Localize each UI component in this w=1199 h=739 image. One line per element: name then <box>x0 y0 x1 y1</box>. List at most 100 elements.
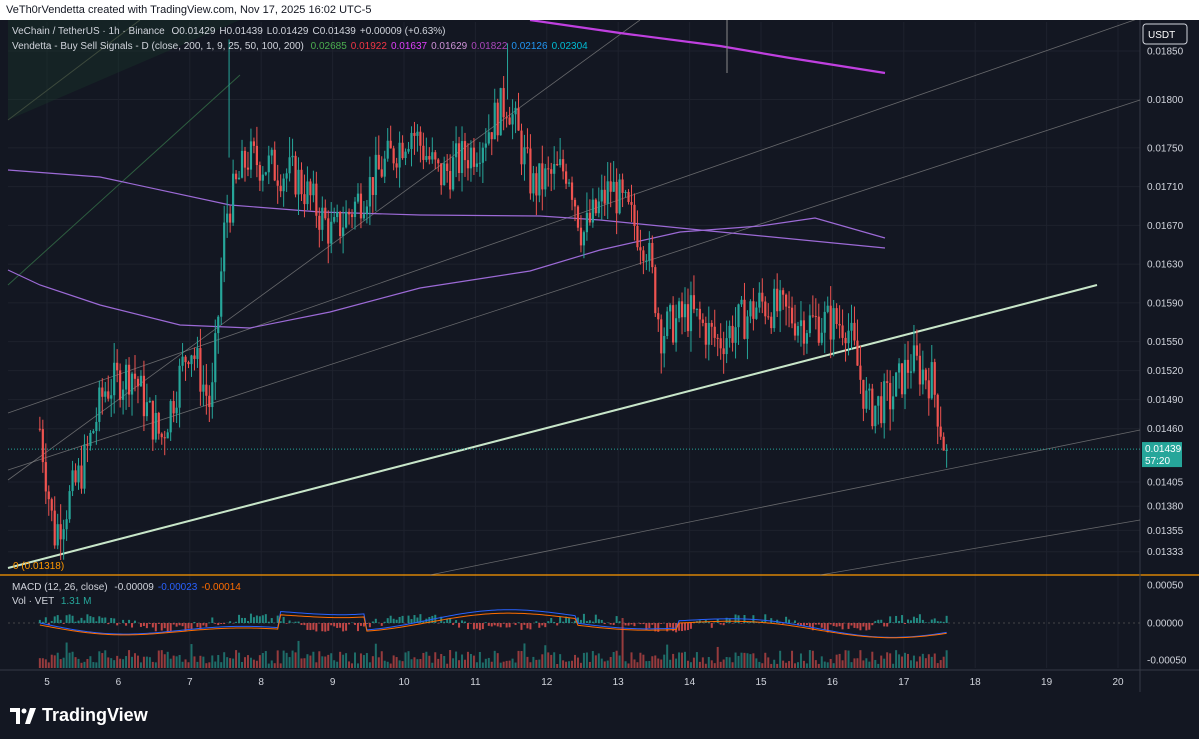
volume-bar <box>758 661 761 668</box>
volume-bar <box>83 661 86 668</box>
macd-histogram-bar <box>832 623 835 627</box>
candle-body <box>264 172 267 175</box>
macd-histogram-bar <box>365 623 368 624</box>
candle-body <box>799 320 803 327</box>
volume-bar <box>541 654 544 668</box>
volume-bar <box>820 656 823 668</box>
volume-bar <box>737 655 740 668</box>
volume-bar <box>901 656 904 668</box>
candle-body <box>499 88 502 136</box>
macd-histogram-bar <box>169 623 172 632</box>
macd-histogram-bar <box>244 617 247 623</box>
indicator-value-4: 0.01822 <box>471 41 508 52</box>
macd-histogram-bar <box>794 620 797 623</box>
candle-body <box>190 355 193 365</box>
x-tick-label: 17 <box>898 677 910 688</box>
candle-body <box>906 359 910 373</box>
candle-body <box>107 391 110 399</box>
candle-body <box>755 307 758 319</box>
candle-body <box>677 301 681 319</box>
candle-body <box>44 462 47 492</box>
volume-bar <box>309 655 312 668</box>
volume-bar <box>868 661 871 668</box>
macd-histogram-bar <box>808 623 811 628</box>
volume-bar <box>392 655 395 668</box>
volume-bar <box>440 653 443 668</box>
volume-bar <box>163 654 166 668</box>
volume-bar <box>154 662 157 668</box>
macd-histogram-bar <box>324 623 327 632</box>
volume-bar <box>92 662 95 668</box>
candle-body <box>330 221 333 244</box>
volume-bar <box>895 650 898 668</box>
candle-body <box>918 355 921 385</box>
candle-body <box>175 407 178 414</box>
macd-tick-label: -0.00050 <box>1147 656 1187 667</box>
macd-histogram-bar <box>333 623 336 627</box>
volume-bar <box>101 653 104 668</box>
macd-histogram-bar <box>437 623 440 624</box>
candle-body <box>193 355 196 359</box>
volume-bar <box>339 651 342 668</box>
volume-bar <box>348 661 351 668</box>
macd-histogram-bar <box>904 623 907 625</box>
volume-bar <box>496 653 499 668</box>
volume-bar <box>95 662 98 668</box>
volume-bar <box>226 657 229 668</box>
chart-area[interactable]: 0.01850 0.01800 0.01750 0.01710 0.01670 0.016… <box>0 20 1199 692</box>
volume-bar <box>713 663 716 668</box>
macd-histogram-bar <box>475 623 478 629</box>
indicator-values: 0.02685 0.01922 0.01637 0.01629 0.01822 0.021… <box>307 41 588 52</box>
candle-body <box>452 157 455 190</box>
volume-bar <box>704 663 707 668</box>
macd-histogram-bar <box>889 616 892 623</box>
candle-body <box>579 227 583 246</box>
candle-body <box>633 204 636 226</box>
macd-histogram-bar <box>50 621 53 623</box>
candle-body <box>912 345 916 372</box>
macd-histogram-bar <box>728 618 731 623</box>
candle-body <box>243 150 247 168</box>
candle-body <box>377 154 380 170</box>
candle-body <box>359 193 363 219</box>
volume-bar <box>600 658 603 668</box>
ohlc-values: O0.01429 H0.01439 L0.01429 C0.01439 +0.00009… <box>167 26 445 37</box>
tradingview-logo[interactable]: TradingView <box>10 705 148 726</box>
volume-bar <box>187 662 190 668</box>
volume-bar <box>148 657 151 668</box>
macd-histogram-bar <box>526 623 529 629</box>
macd-histogram-bar <box>125 623 128 626</box>
volume-bar <box>832 663 835 668</box>
volume-bar <box>523 643 526 668</box>
macd-histogram-bar <box>83 620 86 623</box>
macd-histogram-bar <box>163 623 166 629</box>
macd-histogram-bar <box>666 623 669 632</box>
candle-body <box>392 148 395 164</box>
candle-body <box>410 132 413 149</box>
volume-bar <box>725 657 728 668</box>
price-label-value: 0.01439 <box>1145 444 1182 455</box>
macd-histogram-bar <box>883 623 886 627</box>
candle-body <box>692 295 696 310</box>
volume-bar <box>511 658 514 668</box>
candle-body <box>787 306 791 308</box>
candle-body <box>136 378 140 387</box>
macd-histogram-bar <box>443 621 446 623</box>
macd-histogram-bar <box>886 623 889 627</box>
macd-histogram-bar <box>321 623 324 632</box>
candle-body <box>883 381 886 424</box>
macd-histogram-bar <box>184 623 187 632</box>
volume-bar <box>788 661 791 668</box>
volume-bar <box>681 652 684 668</box>
macd-histogram-bar <box>133 620 136 623</box>
candle-body <box>725 338 728 355</box>
volume-bar <box>466 651 469 668</box>
channel-line <box>7 74 241 286</box>
macd-histogram-bar <box>68 614 71 623</box>
macd-histogram-bar <box>945 615 948 623</box>
macd-histogram-bar <box>814 623 817 625</box>
volume-bar <box>502 661 505 668</box>
candle-body <box>621 179 624 193</box>
candle-body <box>817 316 820 343</box>
candle-body <box>796 326 800 336</box>
